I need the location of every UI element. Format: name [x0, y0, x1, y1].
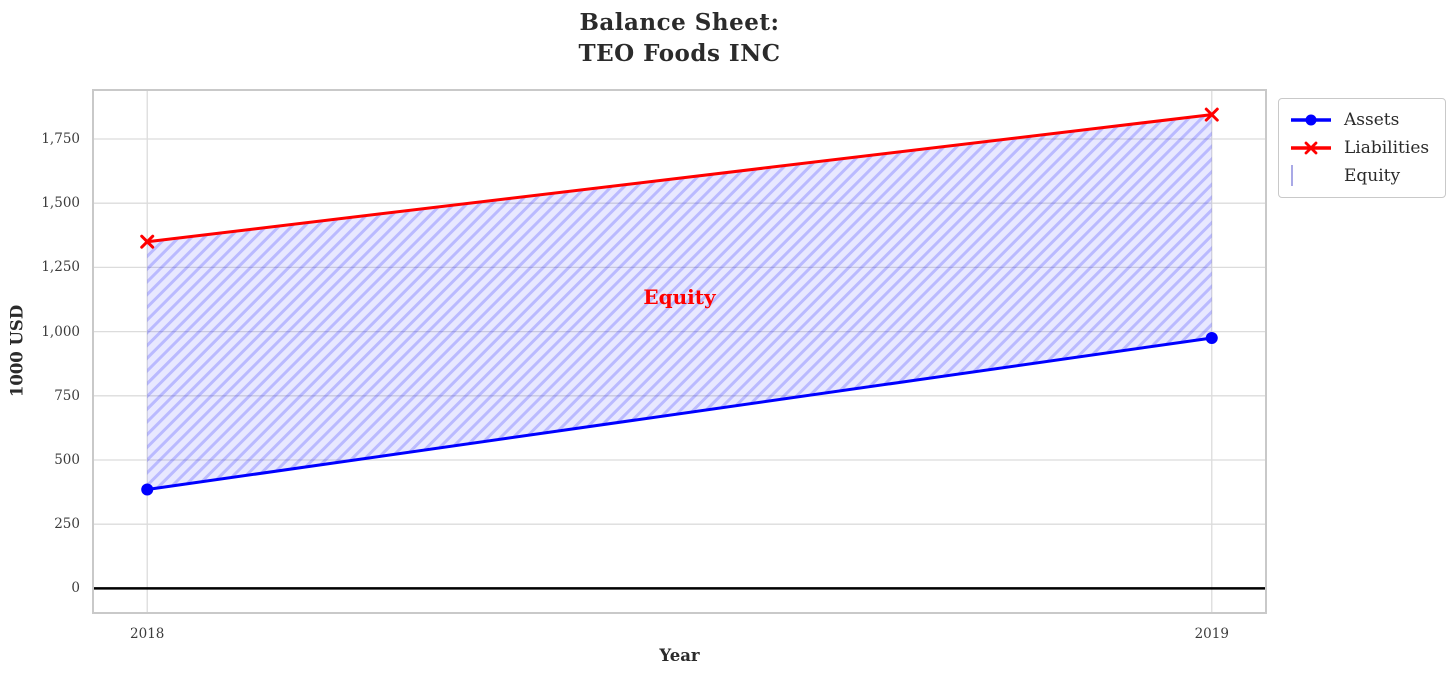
chart-title-line1: Balance Sheet: — [579, 9, 780, 36]
assets-marker — [1205, 332, 1218, 345]
equity-legend-swatch — [1289, 165, 1333, 186]
equity-area — [147, 114, 1212, 490]
y-tick-label: 750 — [54, 387, 80, 404]
x-tick-label: 2019 — [1194, 626, 1229, 642]
plot-area: Equity — [92, 89, 1267, 614]
y-tick-label: 1,000 — [41, 323, 80, 340]
legend-item-equity: Equity — [1289, 162, 1435, 190]
legend-label: Equity — [1344, 166, 1401, 186]
assets-marker — [141, 483, 154, 496]
liabilities-line — [145, 113, 1214, 244]
y-tick-label: 250 — [54, 516, 80, 533]
x-tick-label: 2018 — [130, 626, 165, 642]
y-tick-label: 1,750 — [41, 131, 80, 148]
y-tick-label: 500 — [54, 451, 80, 468]
liabilities-legend-swatch — [1291, 141, 1331, 155]
chart-title-line2: TEO Foods INC — [578, 40, 781, 67]
liabilities-marker — [1204, 107, 1219, 122]
legend: Assets Liabilities Equity — [1278, 98, 1446, 198]
assets-line — [145, 336, 1214, 491]
chart-canvas — [94, 91, 1265, 612]
legend-label: Assets — [1344, 110, 1400, 130]
liabilities-marker — [140, 234, 155, 249]
equity-area-polygon — [147, 114, 1212, 490]
legend-label: Liabilities — [1344, 138, 1430, 158]
x-axis-label: Year — [659, 646, 700, 665]
y-tick-label: 0 — [71, 580, 80, 597]
equity-annotation: Equity — [643, 284, 716, 309]
series-lines — [140, 107, 1219, 496]
chart-title: Balance Sheet: TEO Foods INC — [92, 7, 1267, 69]
y-tick-label: 1,500 — [41, 195, 80, 212]
legend-item-liabilities: Liabilities — [1289, 134, 1435, 162]
legend-item-assets: Assets — [1289, 106, 1435, 134]
assets-legend-swatch — [1291, 114, 1331, 126]
y-axis-label: 1000 USD — [7, 304, 27, 398]
y-tick-label: 1,250 — [41, 259, 80, 276]
